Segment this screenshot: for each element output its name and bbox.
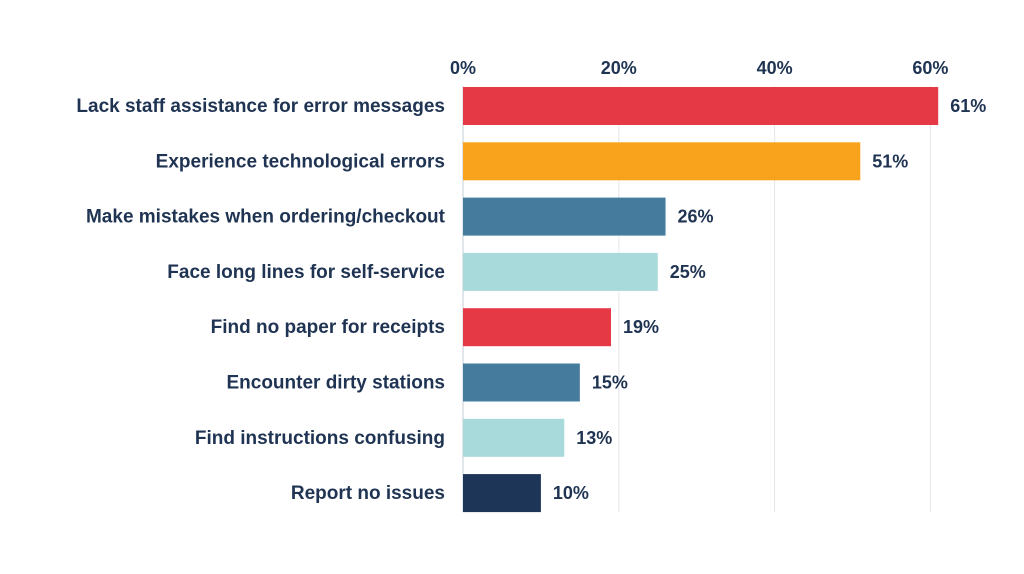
category-label: Face long lines for self-service: [167, 262, 445, 283]
bar: [463, 418, 565, 457]
value-labels: 61% 51% 26% 25% 19% 15% 13% 10%: [553, 96, 986, 503]
x-tick-label: 0%: [450, 58, 476, 78]
data-label: 13%: [576, 428, 612, 448]
category-label: Encounter dirty stations: [226, 373, 445, 394]
category-label: Report no issues: [291, 483, 445, 504]
data-label: 25%: [670, 262, 706, 282]
data-label: 26%: [678, 207, 714, 227]
bar: [463, 474, 541, 513]
bars-layer: [463, 87, 939, 513]
category-label: Find instructions confusing: [195, 428, 445, 449]
data-label: 19%: [623, 317, 659, 337]
category-label: Lack staff assistance for error messages: [76, 96, 445, 117]
category-label: Make mistakes when ordering/checkout: [86, 207, 446, 228]
data-label: 51%: [872, 151, 908, 171]
bar: [463, 308, 612, 347]
bar: [463, 197, 666, 236]
bar: [463, 363, 580, 402]
x-tick-label: 40%: [757, 58, 793, 78]
data-label: 61%: [950, 96, 986, 116]
bar: [463, 252, 658, 291]
x-tick-label: 60%: [912, 58, 948, 78]
category-label: Find no paper for receipts: [211, 317, 445, 338]
bar: [463, 87, 939, 125]
x-tick-label: 20%: [601, 58, 637, 78]
x-axis-ticks: 0% 20% 40% 60%: [450, 58, 948, 78]
bar: [463, 142, 861, 181]
data-label: 15%: [592, 373, 628, 393]
category-label: Experience technological errors: [156, 151, 445, 172]
data-label: 10%: [553, 483, 589, 503]
category-labels: Lack staff assistance for error messages…: [76, 96, 445, 504]
